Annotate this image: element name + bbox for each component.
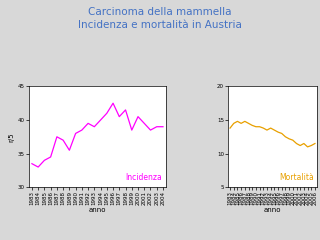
Text: Carcinoma della mammella
Incidenza e mortalità in Austria: Carcinoma della mammella Incidenza e mor… <box>78 7 242 30</box>
Text: Incidenza: Incidenza <box>125 173 162 182</box>
Y-axis label: r/5: r/5 <box>9 132 15 142</box>
Text: Mortalità: Mortalità <box>279 173 314 182</box>
X-axis label: anno: anno <box>264 207 281 213</box>
X-axis label: anno: anno <box>89 207 106 213</box>
